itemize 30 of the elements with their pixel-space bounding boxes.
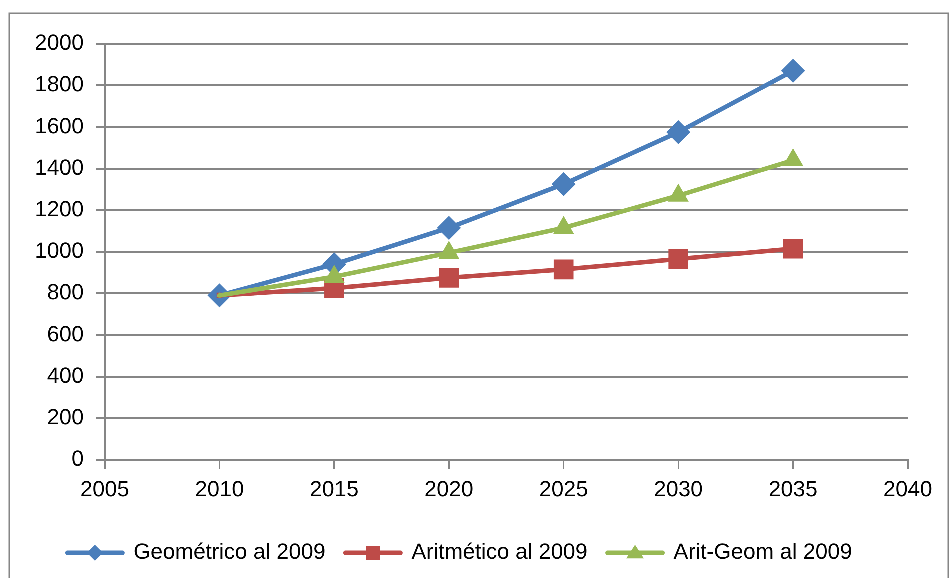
point [437, 216, 462, 240]
y-tick-label: 1600 [35, 113, 84, 138]
point [668, 249, 688, 270]
y-tick-label: 1000 [35, 238, 84, 264]
legend-label: Geométrico al 2009 [134, 539, 326, 564]
x-tick-label: 2025 [539, 476, 588, 502]
y-tick-label: 800 [47, 280, 84, 305]
y-tick-label: 600 [47, 321, 84, 346]
x-tick-label: 2020 [424, 476, 474, 502]
y-tick-label: 2000 [35, 30, 84, 56]
x-tick-label: 2010 [195, 476, 244, 502]
x-tick-label: 2035 [768, 476, 818, 502]
point [554, 260, 574, 280]
point [439, 268, 460, 288]
y-tick-label: 1200 [35, 196, 84, 222]
x-tick-label: 2030 [654, 476, 704, 502]
y-tick-label: 400 [47, 362, 84, 388]
x-tick-label: 2005 [80, 476, 130, 502]
legend-label: Aritmético al 2009 [412, 539, 588, 564]
y-tick-label: 1400 [35, 154, 84, 180]
point [781, 59, 806, 84]
x-tick-label: 2015 [310, 476, 359, 502]
point [666, 120, 691, 144]
point [783, 238, 804, 259]
x-tick-label: 2040 [884, 476, 932, 502]
y-tick-label: 1800 [35, 72, 84, 97]
legend-label: Arit-Geom al 2009 [674, 539, 852, 564]
y-tick-label: 0 [72, 446, 84, 472]
y-tick-label: 200 [47, 404, 84, 430]
point [552, 172, 576, 196]
